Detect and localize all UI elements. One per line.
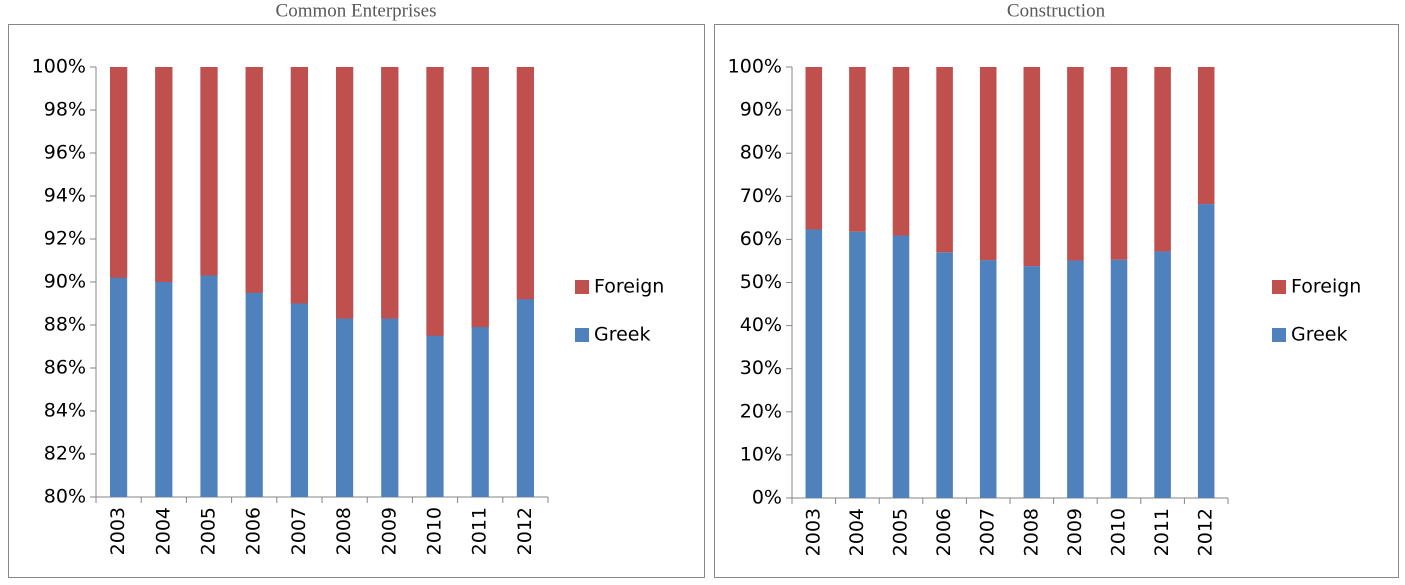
bar-segment [381, 67, 399, 319]
y-tick-label: 80% [740, 142, 782, 164]
x-tick-label: 2006 [933, 508, 955, 556]
bar-segment [426, 67, 444, 336]
x-tick-label: 2008 [1020, 508, 1042, 556]
x-tick-label: 2003 [802, 508, 824, 556]
x-tick-label: 2011 [1151, 508, 1173, 556]
x-tick-label: 2008 [333, 507, 355, 555]
legend-swatch [1272, 280, 1286, 294]
x-tick-label: 2009 [1064, 508, 1086, 556]
bar-segment [805, 229, 823, 498]
x-tick-label: 2009 [378, 507, 400, 555]
x-tick-label: 2004 [152, 507, 174, 555]
bar-segment [979, 67, 997, 261]
y-tick-label: 94% [44, 185, 86, 207]
bar-segment [1110, 67, 1128, 260]
y-tick-label: 86% [44, 357, 86, 379]
bar-segment [290, 67, 308, 304]
x-tick-label: 2005 [198, 507, 220, 555]
x-tick-label: 2006 [243, 507, 265, 555]
bar-segment [805, 67, 823, 230]
chart-frame [714, 24, 1399, 578]
y-tick-label: 98% [44, 99, 86, 121]
bar-segment [1110, 259, 1128, 498]
bar-segment [1154, 67, 1171, 252]
legend-swatch [575, 280, 589, 294]
bar-segment [1067, 67, 1084, 261]
bar-segment [245, 67, 263, 293]
bar-segment [936, 67, 953, 253]
y-tick-label: 84% [44, 400, 86, 422]
bar-segment [979, 260, 997, 498]
bar-segment [1067, 260, 1084, 498]
x-tick-label: 2005 [890, 508, 912, 556]
bar-segment [1197, 67, 1215, 205]
bar-segment [936, 252, 953, 498]
y-tick-label: 30% [740, 357, 782, 379]
y-tick-label: 100% [32, 56, 86, 78]
bar-segment [155, 67, 173, 282]
y-tick-label: 50% [740, 271, 782, 293]
y-tick-label: 92% [44, 228, 86, 250]
bar-segment [1023, 67, 1041, 267]
y-tick-label: 70% [740, 185, 782, 207]
x-tick-label: 2007 [977, 508, 999, 556]
y-tick-label: 90% [740, 99, 782, 121]
bar-segment [849, 67, 866, 232]
legend-label: Greek [594, 324, 651, 346]
x-tick-label: 2004 [846, 508, 868, 556]
bar-segment [471, 67, 489, 328]
chart-title: Common Enterprises [276, 0, 437, 21]
bar-segment [1023, 266, 1041, 498]
bar-segment [200, 67, 218, 276]
x-tick-label: 2003 [107, 507, 129, 555]
x-tick-label: 2007 [288, 507, 310, 555]
y-tick-label: 80% [44, 486, 86, 508]
x-tick-label: 2011 [469, 507, 491, 555]
bar-segment [1197, 204, 1215, 499]
bar-segment [516, 67, 534, 300]
y-tick-label: 40% [740, 314, 782, 336]
bar-segment [892, 67, 910, 236]
y-tick-label: 90% [44, 271, 86, 293]
bar-segment [336, 67, 354, 319]
y-tick-label: 20% [740, 400, 782, 422]
legend-label: Greek [1291, 324, 1348, 346]
y-tick-label: 82% [44, 443, 86, 465]
legend-label: Foreign [594, 276, 664, 298]
bar-segment [849, 231, 866, 498]
y-tick-label: 60% [740, 228, 782, 250]
y-tick-label: 0% [752, 487, 782, 509]
bar-segment [110, 67, 128, 278]
legend-swatch [1272, 328, 1286, 342]
legend-label: Foreign [1291, 276, 1361, 298]
bar-segment [1154, 251, 1171, 498]
x-tick-label: 2012 [514, 507, 536, 555]
bar-segment [892, 235, 910, 498]
x-tick-label: 2012 [1195, 508, 1217, 556]
y-tick-label: 88% [44, 314, 86, 336]
y-tick-label: 100% [728, 56, 782, 78]
legend-swatch [575, 328, 589, 342]
y-tick-label: 10% [740, 443, 782, 465]
y-tick-label: 96% [44, 142, 86, 164]
x-tick-label: 2010 [1108, 508, 1130, 556]
x-tick-label: 2010 [424, 507, 446, 555]
chart-title: Construction [1007, 0, 1106, 21]
